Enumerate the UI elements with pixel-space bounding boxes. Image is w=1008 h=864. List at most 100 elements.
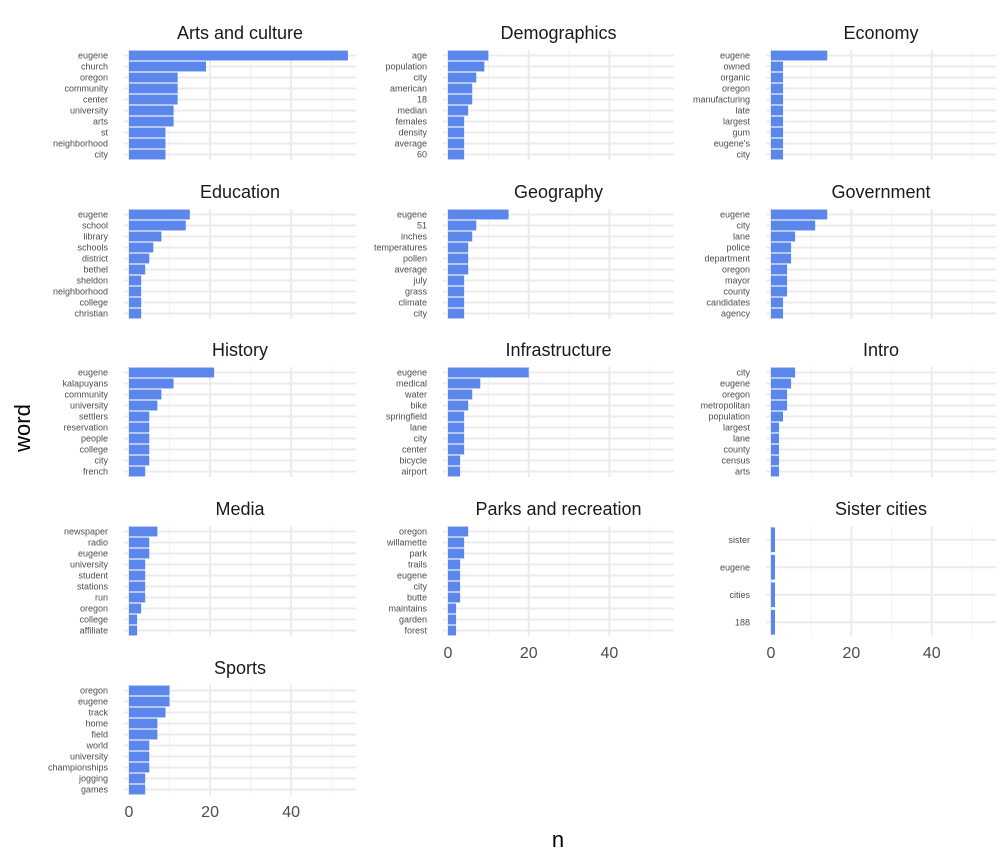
bar [771,527,776,553]
x-tick-label: 20 [842,645,860,662]
bar [129,718,158,729]
facet-title: Infrastructure [505,340,611,360]
bar [129,116,174,127]
bar [448,400,469,411]
category-label: bicycle [399,456,427,466]
bar [129,444,150,455]
bar [448,264,469,275]
category-label: university [70,752,109,762]
category-label: average [394,265,427,275]
bar [448,422,465,433]
category-label: maintains [388,604,427,614]
category-label: university [70,560,109,570]
category-label: eugene [397,210,427,220]
bar [448,149,465,160]
category-label: gum [732,128,750,138]
bar [771,433,780,444]
bar [129,570,146,581]
category-label: neighborhood [53,287,108,297]
category-label: city [95,150,109,160]
facet-title: Economy [843,23,918,43]
category-label: city [414,434,428,444]
category-label: neighborhood [53,139,108,149]
bar [448,389,473,400]
category-label: springfield [386,412,427,422]
category-label: newspaper [64,527,108,537]
category-label: police [726,243,750,253]
category-label: eugene [720,562,750,572]
bar [448,570,461,581]
category-label: cities [729,590,750,600]
category-label: oregon [80,686,108,696]
category-label: forest [404,626,427,636]
x-tick-label: 0 [125,804,134,821]
bar [448,581,461,592]
bar [129,389,162,400]
bar [448,614,457,625]
bar [129,149,166,160]
bar [448,220,477,231]
facet-panel: Media newspaperradioeugeneuniversitystude… [64,499,356,636]
bar [448,592,461,603]
category-label: bike [410,401,427,411]
bar [771,286,788,297]
category-label: lane [733,232,750,242]
bar [448,253,469,264]
bar [771,149,784,160]
bar [129,286,142,297]
bar [771,209,828,220]
bar [771,116,784,127]
category-label: city [737,368,751,378]
x-tick-label: 20 [520,645,538,662]
bar [129,400,158,411]
category-label: radio [88,538,108,548]
bar [771,554,776,580]
category-label: owned [723,62,750,72]
category-label: lane [410,423,427,433]
category-label: 188 [735,617,750,627]
x-tick-label: 40 [601,645,619,662]
category-label: temperatures [374,243,428,253]
bar [129,592,146,603]
category-label: center [402,445,427,455]
category-label: college [79,615,108,625]
category-label: kalapuyans [62,379,108,389]
bar [448,548,465,559]
facet-panel: Geography eugene51inchestemperaturespolle… [374,182,674,319]
facet-title: Intro [863,340,899,360]
category-label: park [409,549,427,559]
category-label: st [101,128,109,138]
bar [129,751,150,762]
category-label: stations [77,582,109,592]
bar [448,242,469,253]
category-label: july [412,276,427,286]
bar [771,308,784,319]
x-axis-title: n [552,827,564,852]
category-label: females [395,117,427,127]
category-label: affiliate [80,626,108,636]
bar [448,105,469,116]
facet-panel: Arts and culture eugenechurchoregoncommun… [53,23,356,160]
bar [771,389,788,400]
category-label: oregon [80,73,108,83]
bar [129,707,166,718]
category-label: 51 [417,221,427,231]
bar [129,773,146,784]
category-label: 60 [417,150,427,160]
category-label: reservation [63,423,108,433]
bar [129,466,146,477]
bar [771,264,788,275]
bar [129,242,154,253]
category-label: run [95,593,108,603]
category-label: college [79,298,108,308]
facet-title: Media [215,499,265,519]
category-label: world [85,741,108,751]
x-tick-label: 20 [201,804,219,821]
bar [129,253,150,264]
category-label: jogging [78,774,108,784]
bar [771,444,780,455]
category-label: pollen [403,254,427,264]
bar [771,455,780,466]
facet-title: Geography [514,182,603,202]
category-label: eugene's [714,139,751,149]
